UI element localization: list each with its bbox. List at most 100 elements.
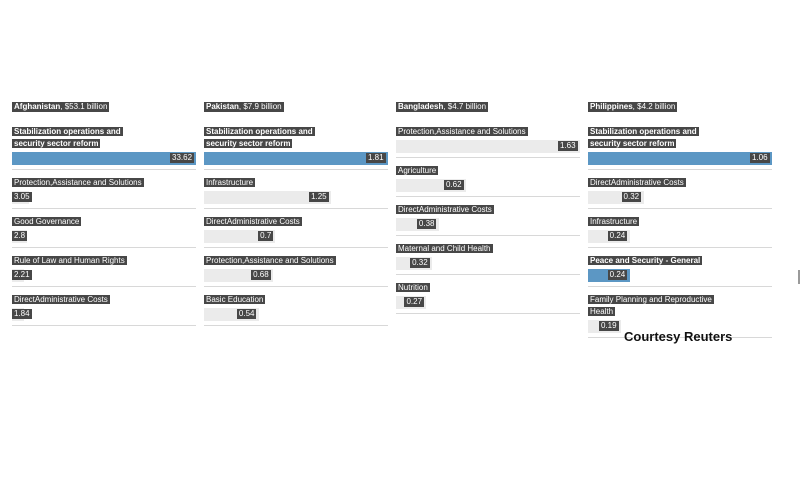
row-divider [204,325,388,326]
value-label: 0.68 [251,270,271,280]
bar [204,191,332,204]
row-divider [588,286,772,287]
panel-title: Afghanistan, $53.1 billion [12,102,110,112]
row-divider [396,157,580,158]
category-label: Stabilization operations and security se… [588,127,699,148]
category-label: Protection,Assistance and Solutions [12,178,144,187]
bar-track: 1.84 [12,308,196,321]
value-label: 0.19 [598,321,619,331]
category-label-wrap: Protection,Assistance and Solutions [12,176,162,188]
bar-item: Family Planning and Reproductive Health 0… [588,293,772,333]
panel-title: Philippines, $4.2 billion [588,102,678,112]
category-label: Nutrition [396,283,430,292]
category-label-wrap: Stabilization operations and security se… [588,125,706,149]
category-label: Infrastructure [588,217,640,226]
country-panel: Bangladesh, $4.7 billion Protection,Assis… [396,96,580,320]
category-label-wrap: DirectAdministrative Costs [588,176,738,188]
bar-track: 0.32 [588,191,772,204]
value-label: 0.24 [607,270,628,280]
bar [204,152,388,165]
value-label: 1.63 [558,141,578,151]
country-total: $4.7 billion [447,102,487,111]
panel-header: Pakistan, $7.9 billion [204,96,388,114]
category-label-wrap: Rule of Law and Human Rights [12,254,162,266]
value-label: 0.54 [236,309,257,319]
row-divider [396,274,580,275]
scroll-edge-marker [798,270,800,284]
row-divider [12,325,196,326]
bar-track: 1.63 [396,140,580,153]
category-label: Maternal and Child Health [396,244,493,253]
row-divider [396,196,580,197]
bar [12,152,196,165]
category-label-wrap: Nutrition [396,281,546,293]
row-divider [396,235,580,236]
bar-item: Protection,Assistance and Solutions 3.05 [12,176,196,204]
bar-item: Agriculture 0.62 [396,164,580,192]
value-label: 0.24 [607,231,628,241]
country-name: Afghanistan [14,102,61,111]
bar-item: Basic Education 0.54 [204,293,388,321]
category-label: DirectAdministrative Costs [12,295,110,304]
row-divider [204,169,388,170]
category-label-wrap: Basic Education [204,293,354,305]
value-label: 2.21 [12,270,32,280]
bar-item: DirectAdministrative Costs 0.38 [396,203,580,231]
category-label: DirectAdministrative Costs [396,205,494,214]
category-label: Protection,Assistance and Solutions [396,127,528,136]
category-label: DirectAdministrative Costs [204,217,302,226]
bar-track: 3.05 [12,191,196,204]
category-label: DirectAdministrative Costs [588,178,686,187]
value-label: 0.32 [410,258,430,268]
bar-track: 0.19 [588,320,772,333]
category-label-wrap: Peace and Security - General [588,254,706,266]
value-label: 0.62 [443,180,464,190]
value-label: 0.32 [621,192,642,202]
value-label: 33.62 [170,153,195,163]
value-label: 0.38 [416,219,437,229]
category-label: Basic Education [204,295,266,304]
category-label-wrap: Infrastructure [204,176,354,188]
panel-header: Afghanistan, $53.1 billion [12,96,196,114]
row-divider [204,208,388,209]
category-label: Infrastructure [204,178,256,187]
country-name: Bangladesh [398,102,444,111]
category-label-wrap: Stabilization operations and security se… [204,125,322,149]
category-label-wrap: Maternal and Child Health [396,242,546,254]
row-divider [204,247,388,248]
category-label-wrap: Agriculture [396,164,546,176]
value-label: 1.84 [12,309,32,319]
category-label: Stabilization operations and security se… [12,127,123,148]
panel-header: Philippines, $4.2 billion [588,96,772,114]
panel-title: Bangladesh, $4.7 billion [396,102,489,112]
country-panel: Pakistan, $7.9 billion Stabilization oper… [204,96,388,332]
category-label: Rule of Law and Human Rights [12,256,127,265]
category-label-wrap: Protection,Assistance and Solutions [204,254,354,266]
country-total: $53.1 billion [64,102,108,111]
bar-item: Stabilization operations and security se… [204,125,388,165]
category-label: Stabilization operations and security se… [204,127,315,148]
country-total: $4.2 billion [637,102,676,111]
bar-item: DirectAdministrative Costs 0.32 [588,176,772,204]
header-spacer [396,117,580,125]
row-divider [12,169,196,170]
category-label-wrap: DirectAdministrative Costs [12,293,162,305]
header-spacer [12,117,196,125]
category-label-wrap: Infrastructure [588,215,738,227]
category-label: Good Governance [12,217,82,226]
category-label-wrap: Good Governance [12,215,162,227]
bar-item: DirectAdministrative Costs 1.84 [12,293,196,321]
row-divider [12,286,196,287]
bar-item: Maternal and Child Health 0.32 [396,242,580,270]
bar-track: 0.54 [204,308,388,321]
panel-header: Bangladesh, $4.7 billion [396,96,580,114]
bar-track: 33.62 [12,152,196,165]
row-divider [588,169,772,170]
courtesy-credit: Courtesy Reuters [624,329,733,344]
row-divider [588,337,772,338]
category-label-wrap: DirectAdministrative Costs [204,215,354,227]
panel-title: Pakistan, $7.9 billion [204,102,284,112]
bar-track: 0.32 [396,257,580,270]
bar-item: Good Governance 2.8 [12,215,196,243]
category-label: Peace and Security - General [588,256,703,265]
